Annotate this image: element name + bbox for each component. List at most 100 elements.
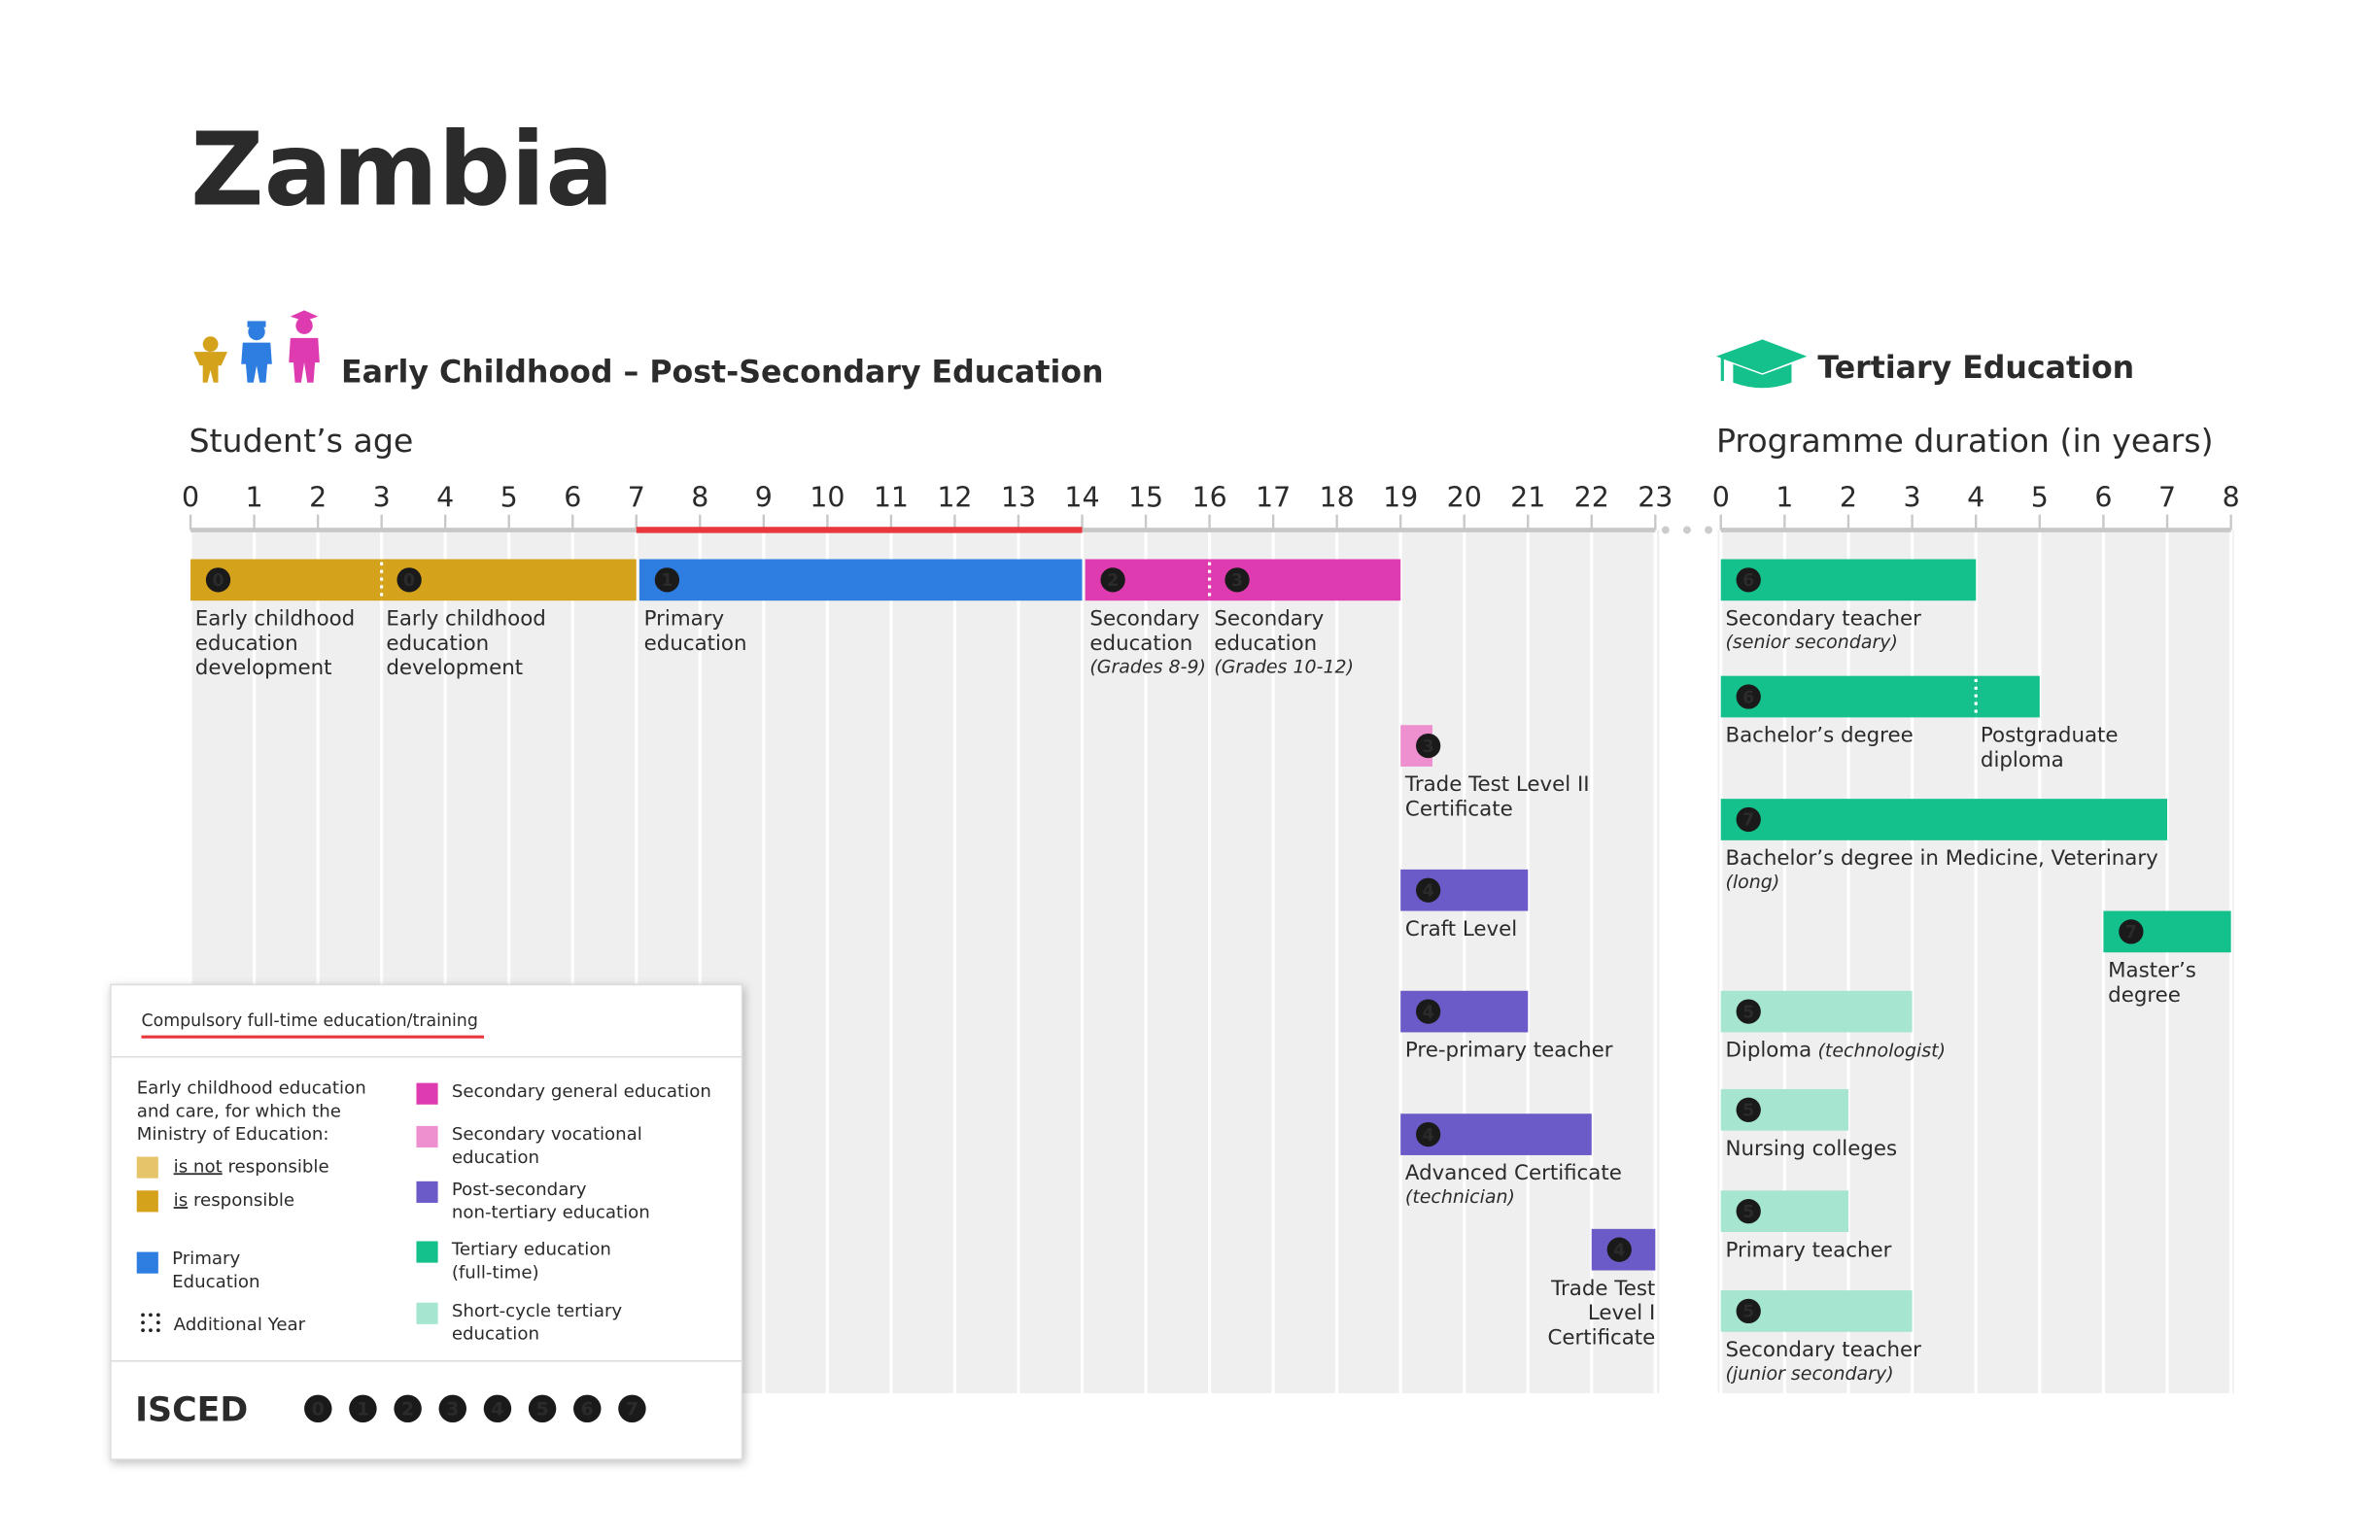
programme-label: education [1214,632,1317,656]
isced-badge [1606,1237,1632,1262]
legend-label: education [452,1147,539,1168]
isced-badge [1415,733,1441,759]
tick-label: 2 [309,482,327,514]
programme-label: Bachelor’s degree in Medicine, Veterinar… [1725,846,2157,871]
programme-bar [1720,799,2168,840]
programme-bar [1720,675,1977,718]
legend-swatch [416,1302,438,1324]
legend-label: is [174,1190,189,1211]
tick-label: 23 [1638,482,1673,514]
isced-badge [1736,999,1761,1024]
page-title: Zambia [190,110,614,228]
legend-label: Education [172,1272,259,1292]
isced-badge [394,1394,422,1423]
programme-bar [638,559,1083,601]
tick-label: 12 [937,482,972,514]
tick-label: 0 [182,482,199,514]
additional-year-icon [141,1313,160,1333]
isced-level: 5 [535,1399,548,1420]
tick-label: 10 [810,482,845,514]
legend-swatch [136,1251,158,1274]
axis-label: Programme duration (in years) [1716,422,2214,460]
isced-badge [1736,567,1761,593]
isced-badge [1415,999,1441,1024]
programme-label: Diploma [1725,1039,1811,1063]
programme-label: education [1089,632,1192,656]
isced-level: 5 [1742,1003,1754,1022]
isced-level: 4 [1423,1003,1434,1022]
programme-label: Level I [1588,1301,1655,1325]
isced-badge [483,1394,512,1423]
graduation-icon [1715,339,1808,389]
legend-label: education [452,1324,539,1345]
isced-badge [1736,806,1761,833]
section-heading: Early Childhood – Post-Secondary Educati… [341,356,1104,391]
isced-badge [1415,1121,1441,1147]
tick-label: 14 [1064,482,1099,514]
tick-label: 1 [246,482,263,514]
isced-title: ISCED [135,1390,248,1429]
programme-label: Certificate [1405,798,1513,822]
programme-label: degree [2108,983,2181,1008]
programme-label: Early childhood [195,606,355,631]
tick-label: 8 [691,482,708,514]
tick-label: 6 [2094,482,2112,514]
isced-level: 1 [357,1399,369,1420]
tick-label: 5 [500,482,518,514]
programme-label: diploma [1981,748,2064,772]
legend-label: and care, for which the [137,1101,341,1121]
tick-label: 1 [1776,482,1793,514]
programme-note: (long) [1725,872,1779,893]
programme-bar [1976,675,2040,718]
isced-level: 4 [1423,1126,1434,1146]
isced-level: 0 [212,571,224,591]
tick-label: 4 [436,482,454,514]
isced-level: 7 [626,1399,638,1420]
legend-title: Compulsory full-time education/training [141,1011,477,1031]
children-icon [193,310,320,383]
tick-label: 4 [1967,482,1984,514]
tick-label: 3 [373,482,391,514]
tick-label: 7 [2158,482,2176,514]
legend-label: (full-time) [452,1262,539,1283]
legend-box [110,983,743,1460]
isced-badge [528,1394,557,1423]
isced-level: 7 [2125,923,2137,942]
tick-label: 3 [1904,482,1921,514]
isced-badge [1100,567,1125,593]
isced-badge [1415,877,1441,903]
programme-label: Postgraduate [1981,724,2119,748]
tick-label: 20 [1447,482,1482,514]
isced-level: 0 [403,571,415,591]
isced-level: 2 [401,1399,414,1420]
isced-badge [618,1394,646,1423]
programme-note: (Grades 10-12) [1214,657,1354,678]
programme-label: Primary teacher [1725,1238,1891,1262]
programme-bar [1720,559,1977,601]
isced-level: 4 [1613,1241,1625,1260]
programme-label: development [386,656,523,680]
programme-label: development [195,656,332,680]
legend-label: Secondary general education [452,1081,711,1102]
tick-label: 13 [1001,482,1036,514]
legend-label: Short-cycle tertiary [452,1301,623,1321]
legend-label: Secondary vocational [452,1124,642,1145]
isced-badge [1736,684,1761,709]
programme-label: Advanced Certificate [1405,1161,1622,1185]
programme-label: education [386,632,489,656]
tick-label: 7 [628,482,645,514]
tick-label: 21 [1510,482,1545,514]
tick-label: 18 [1320,482,1355,514]
isced-level: 2 [1107,571,1119,591]
tick-label: 2 [1840,482,1857,514]
programme-label: Primary [644,606,724,631]
isced-level: 1 [661,571,673,591]
programme-note: (technician) [1405,1186,1515,1208]
programme-label: Master’s [2108,959,2196,983]
programme-label: Bachelor’s degree [1725,724,1913,748]
isced-badge [1736,1198,1761,1224]
programme-label: Nursing colleges [1725,1137,1897,1161]
isced-badge [397,567,422,593]
